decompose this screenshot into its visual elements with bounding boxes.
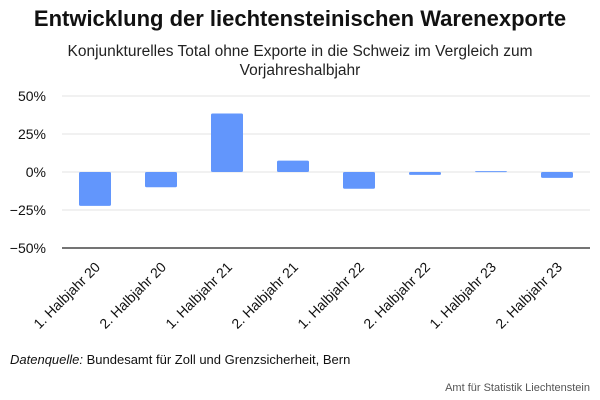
grid-lines (62, 95, 590, 249)
y-tick-label: 25% (18, 126, 46, 142)
bar (541, 172, 573, 178)
x-tick-label: 2. Halbjahr 21 (228, 259, 301, 332)
x-tick-label: 2. Halbjahr 23 (492, 259, 565, 332)
y-tick-label: 0% (26, 164, 46, 180)
bar (277, 160, 309, 172)
x-tick-label: 1. Halbjahr 20 (30, 259, 103, 332)
bar (409, 172, 441, 175)
bar (475, 171, 507, 173)
bars (79, 113, 573, 206)
x-tick-label: 1. Halbjahr 21 (162, 259, 235, 332)
bar (145, 172, 177, 188)
credit-text: Amt für Statistik Liechtenstein (445, 382, 590, 394)
data-source-label: Datenquelle: (10, 352, 83, 367)
x-tick-label: 2. Halbjahr 22 (360, 259, 433, 332)
x-tick-label: 1. Halbjahr 22 (294, 259, 367, 332)
bar (343, 172, 375, 189)
y-axis-ticks: −50% −25% 0% 25% 50% (10, 88, 46, 256)
y-tick-label: 50% (18, 88, 46, 104)
bar (211, 113, 243, 172)
bar (79, 172, 111, 206)
y-tick-label: −25% (10, 202, 46, 218)
chart-subtitle: Konjunkturelles Total ohne Exporte in di… (67, 43, 533, 79)
x-tick-label: 2. Halbjahr 20 (96, 259, 169, 332)
x-axis-ticks: 1. Halbjahr 202. Halbjahr 201. Halbjahr … (30, 259, 565, 332)
data-source-text: Bundesamt für Zoll und Grenzsicherheit, … (83, 352, 351, 367)
data-source: Datenquelle: Bundesamt für Zoll und Gren… (10, 352, 350, 367)
x-tick-label: 1. Halbjahr 23 (426, 259, 499, 332)
chart-title: Entwicklung der liechtensteinischen Ware… (33, 6, 567, 31)
y-tick-label: −50% (10, 240, 46, 256)
